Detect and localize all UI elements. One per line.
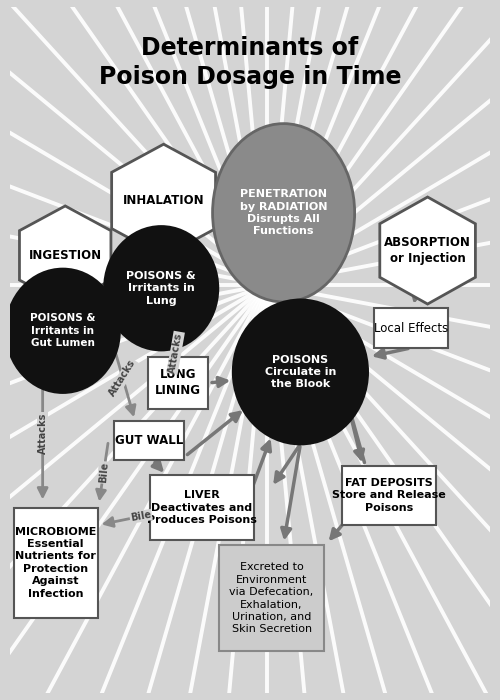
Polygon shape	[112, 144, 216, 257]
Text: Bile: Bile	[130, 510, 152, 523]
Text: GUT WALL: GUT WALL	[115, 434, 184, 447]
Text: Bile: Bile	[98, 461, 110, 483]
Text: Attacks: Attacks	[38, 412, 48, 454]
Text: Poison Dosage in Time: Poison Dosage in Time	[99, 65, 401, 89]
Text: Attacks: Attacks	[108, 358, 138, 398]
FancyBboxPatch shape	[150, 475, 254, 540]
Text: PENETRATION
by RADIATION
Disrupts All
Functions: PENETRATION by RADIATION Disrupts All Fu…	[240, 189, 328, 237]
Text: POISONS &
Irritants in
Gut Lumen: POISONS & Irritants in Gut Lumen	[30, 314, 96, 348]
FancyBboxPatch shape	[114, 421, 184, 461]
Text: Attacks: Attacks	[167, 332, 184, 374]
Text: Excreted to
Environment
via Defecation,
Exhalation,
Urination, and
Skin Secretio: Excreted to Environment via Defecation, …	[230, 562, 314, 634]
Text: MICROBIOME
Essential
Nutrients for
Protection
Against
Infection: MICROBIOME Essential Nutrients for Prote…	[15, 526, 96, 598]
Text: INHALATION: INHALATION	[123, 194, 204, 207]
Ellipse shape	[6, 269, 119, 393]
Text: Determinants of: Determinants of	[142, 36, 358, 60]
FancyBboxPatch shape	[342, 466, 436, 524]
Ellipse shape	[233, 300, 368, 444]
Text: LUNG
LINING: LUNG LINING	[155, 368, 201, 398]
Text: ABSORPTION
or Injection: ABSORPTION or Injection	[384, 236, 471, 265]
Text: POISONS
Circulate in
the Blook: POISONS Circulate in the Blook	[264, 355, 336, 389]
Text: INGESTION: INGESTION	[28, 248, 102, 262]
Polygon shape	[20, 206, 111, 304]
FancyBboxPatch shape	[14, 508, 98, 617]
Ellipse shape	[104, 227, 218, 350]
Text: POISONS &
Irritants in
Lung: POISONS & Irritants in Lung	[126, 271, 196, 306]
Polygon shape	[380, 197, 476, 304]
FancyBboxPatch shape	[148, 357, 208, 409]
FancyBboxPatch shape	[374, 308, 448, 348]
FancyBboxPatch shape	[219, 545, 324, 652]
Text: LIVER
Deactivates and
Produces Poisons: LIVER Deactivates and Produces Poisons	[147, 491, 257, 525]
Text: Local Effects: Local Effects	[374, 321, 448, 335]
Ellipse shape	[212, 124, 354, 302]
Text: FAT DEPOSITS
Store and Release
Poisons: FAT DEPOSITS Store and Release Poisons	[332, 478, 446, 513]
